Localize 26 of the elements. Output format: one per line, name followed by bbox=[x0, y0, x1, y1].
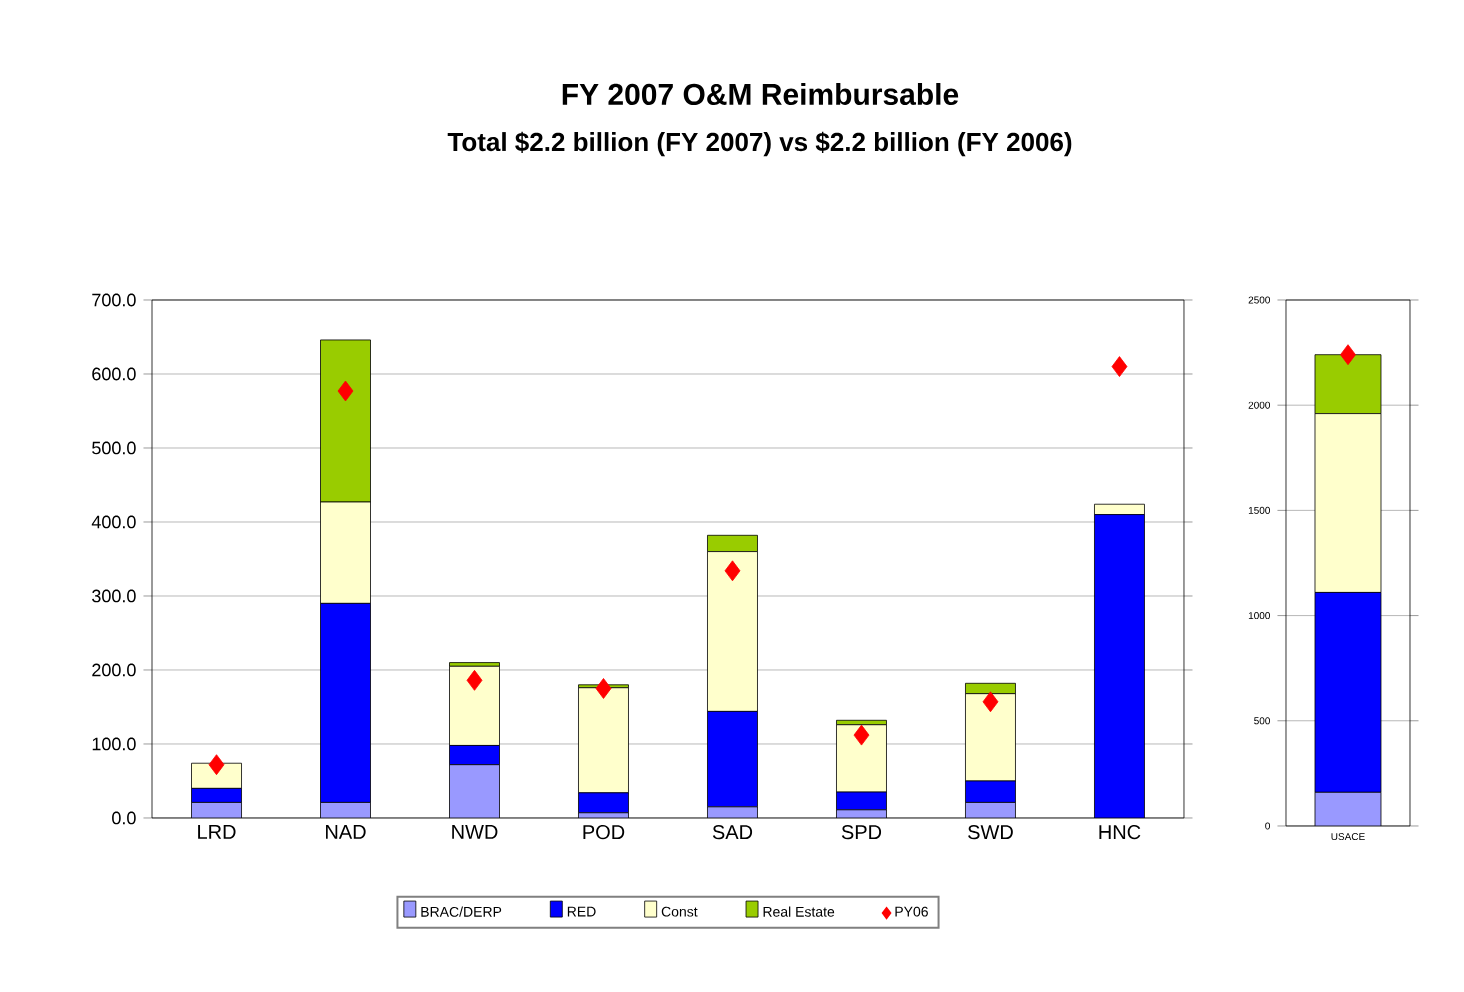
x-tick-label: HNC bbox=[1099, 825, 1141, 840]
x-tick-label: NAD bbox=[326, 825, 366, 839]
x-tick-label: POD bbox=[583, 825, 625, 840]
y-tick-label: 600.0 bbox=[92, 367, 136, 381]
y-tick-label: 300.0 bbox=[92, 589, 136, 603]
y-tick-label: 500.0 bbox=[92, 441, 136, 455]
chart-title: FY 2007 O&M Reimbursable bbox=[562, 82, 959, 105]
y-tick-label: 200.0 bbox=[92, 663, 136, 677]
x-tick-label: LRD bbox=[198, 825, 236, 839]
y-tick-label: 700.0 bbox=[92, 293, 136, 307]
point bbox=[1111, 356, 1128, 377]
point bbox=[337, 380, 354, 402]
point bbox=[724, 560, 741, 582]
x-tick-label: SWD bbox=[968, 825, 1013, 840]
point bbox=[982, 691, 999, 713]
point bbox=[853, 724, 870, 746]
y-tick-label: 100.0 bbox=[92, 737, 136, 751]
point bbox=[466, 669, 483, 691]
x-tick-label: SPD bbox=[841, 825, 882, 840]
point bbox=[595, 678, 612, 699]
x-tick-label: SAD bbox=[712, 825, 753, 840]
chart-subtitle: Total $2.2 billion (FY 2007) vs $2.2 billion (FY 2006) bbox=[447, 131, 1072, 157]
x-tick-label: NWD bbox=[452, 825, 498, 839]
bar bbox=[449, 764, 500, 818]
y-tick-label: 400.0 bbox=[91, 515, 136, 529]
y-tick-label: 0.0 bbox=[112, 811, 136, 825]
